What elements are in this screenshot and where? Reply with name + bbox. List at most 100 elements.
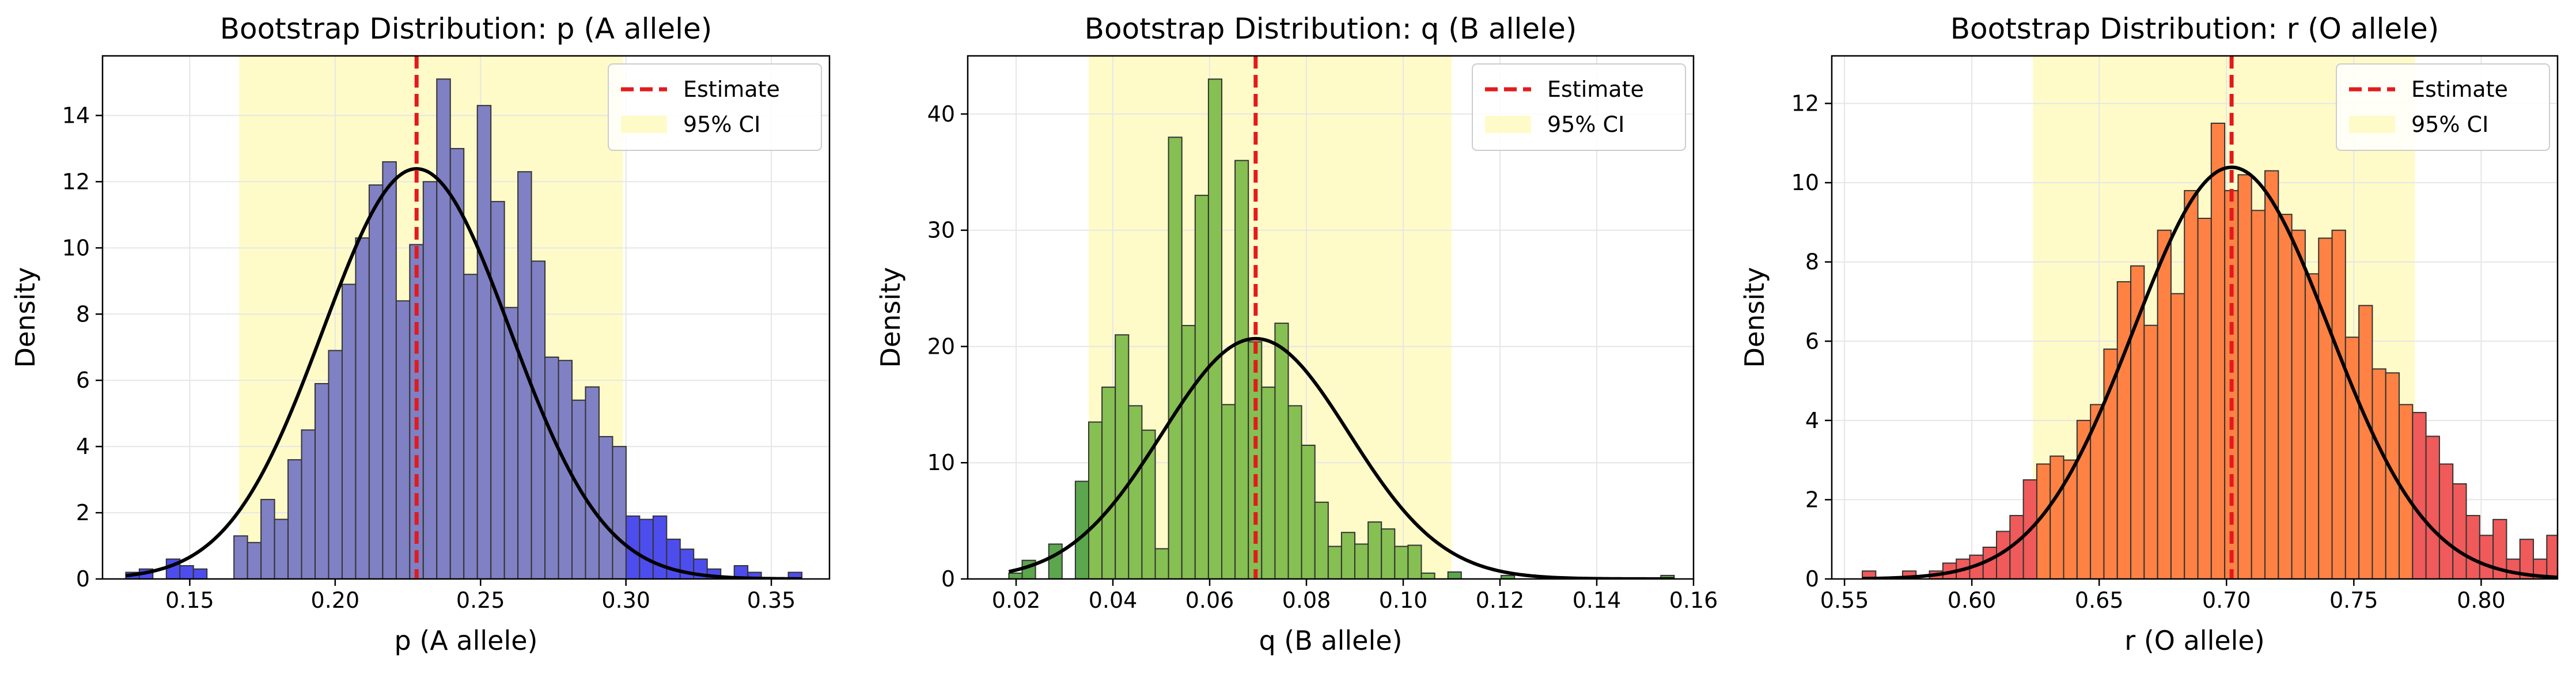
histogram-bar [247, 542, 262, 579]
y-axis-label: Density [10, 267, 41, 368]
histogram-bar [1207, 78, 1222, 579]
histogram-bar [2264, 170, 2279, 579]
histogram-bar [315, 383, 329, 579]
y-tick-label: 8 [76, 301, 90, 327]
y-tick-label: 2 [76, 500, 90, 525]
legend-ci-label: 95% CI [2411, 112, 2488, 137]
histogram-bar [328, 350, 343, 579]
legend-estimate-label: Estimate [1547, 77, 1644, 102]
chart-title: Bootstrap Distribution: r (O allele) [1950, 12, 2439, 46]
normal-fit-curve [1862, 165, 2558, 579]
x-tick-label: 0.02 [992, 588, 1041, 613]
normal-fit-curve [126, 166, 802, 579]
y-tick-label: 40 [927, 101, 955, 127]
histogram-bar [274, 518, 289, 579]
histogram-bar [2506, 558, 2521, 579]
histogram-bar [1381, 528, 1396, 579]
y-tick-label: 10 [62, 235, 90, 260]
histogram-bar [2278, 214, 2293, 579]
y-tick-label: 10 [1791, 170, 1819, 195]
histogram-bar [1340, 532, 1355, 579]
chart-panel-3: 0.55 0.60 0.65 0.70 0.75 0.80 0 2 4 6 8 10 12 Bootstr… [1739, 12, 2559, 656]
x-tick-label: 0.14 [1573, 588, 1622, 613]
histogram-bar [1194, 195, 1209, 579]
y-tick-label: 12 [62, 169, 90, 194]
histogram-bar [1048, 543, 1063, 579]
y-tick-label: 0 [1805, 566, 1819, 592]
histogram-bar [639, 518, 654, 579]
legend-estimate-label: Estimate [2411, 77, 2508, 102]
x-tick-label: 0.04 [1089, 588, 1138, 613]
histogram-bar [2291, 229, 2306, 579]
y-tick-label: 20 [927, 334, 955, 359]
histogram-bar [2358, 305, 2373, 579]
x-tick-label: 0.80 [2457, 588, 2506, 613]
x-tick-label: 0.06 [1185, 588, 1234, 613]
histogram-bar [1327, 546, 1342, 579]
histogram-bar [1301, 444, 1316, 579]
x-axis-label: r (O allele) [2124, 625, 2264, 656]
y-axis-label: Density [1739, 267, 1770, 368]
y-tick-label: 2 [1805, 487, 1819, 512]
histogram-bar [2331, 229, 2346, 579]
histogram-bar [179, 565, 194, 579]
histogram-bar [1287, 405, 1302, 579]
legend-ci-swatch [2349, 116, 2395, 133]
histogram-bar [2412, 412, 2427, 579]
chart-panel-1: 0.15 0.20 0.25 0.30 0.35 0 2 4 6 8 10 12 14 Bootstrap… [10, 12, 831, 656]
histogram-bar [355, 237, 370, 579]
histogram-bar [395, 300, 411, 579]
histogram-bar [2170, 293, 2185, 579]
histogram-bar [1367, 521, 1382, 579]
histogram-bar [2425, 436, 2440, 579]
y-tick-label: 0 [941, 566, 955, 592]
histogram-bar [476, 105, 492, 579]
histogram-bar [2304, 273, 2320, 579]
histogram-bar [1447, 571, 1462, 579]
histogram-bar [382, 161, 397, 579]
histogram-bar [666, 539, 681, 579]
axes-frame [967, 55, 1695, 580]
histogram-bar [1168, 137, 1183, 579]
y-tick-label: 14 [62, 103, 90, 128]
histogram-bar [1008, 572, 1023, 579]
histogram-bar [1354, 543, 1369, 579]
y-tick-label: 12 [1791, 91, 1819, 116]
histogram-bar [1274, 323, 1289, 579]
legend: Estimate 95% CI [2336, 63, 2550, 151]
histogram-bar [1154, 548, 1169, 579]
histogram-bar [544, 356, 559, 579]
histogram-bar [2452, 483, 2467, 579]
legend-ci-label: 95% CI [683, 112, 760, 137]
legend-estimate-label: Estimate [683, 77, 780, 102]
histogram-bar [192, 568, 208, 579]
histogram-bar [1314, 501, 1329, 579]
y-tick-label: 6 [76, 368, 90, 393]
histogram-bar [517, 171, 532, 579]
x-tick-label: 0.12 [1476, 588, 1525, 613]
histogram-bar [2116, 281, 2132, 579]
histogram-bar [747, 571, 762, 579]
y-tick-label: 10 [927, 450, 955, 475]
histogram-bar [2063, 459, 2078, 579]
plot-area [968, 56, 1694, 579]
histogram-bar [2251, 210, 2266, 579]
histogram-bar [301, 429, 316, 579]
x-tick-label: 0.16 [1669, 588, 1718, 613]
y-tick-label: 8 [1805, 249, 1819, 275]
histogram-bar [1128, 405, 1143, 579]
histogram-bar [2237, 174, 2252, 579]
histogram-bar [341, 283, 357, 579]
histogram-bar [1115, 334, 1130, 579]
x-tick-label: 0.35 [747, 588, 796, 613]
histogram-bar [652, 515, 668, 579]
x-axis-label: q (B allele) [1259, 625, 1402, 656]
histogram-bar [1420, 572, 1435, 579]
x-tick-label: 0.65 [2075, 588, 2124, 613]
chart-title: Bootstrap Distribution: q (B allele) [1085, 12, 1577, 46]
histogram-bar [1261, 387, 1276, 579]
y-tick-label: 4 [1805, 408, 1819, 433]
histogram-bar [2372, 368, 2386, 579]
legend: Estimate 95% CI [1472, 63, 1686, 151]
